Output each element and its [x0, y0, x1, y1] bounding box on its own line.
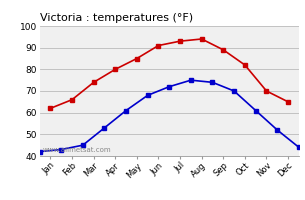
Text: www.allmetsat.com: www.allmetsat.com [42, 147, 111, 153]
Text: Victoria : temperatures (°F): Victoria : temperatures (°F) [40, 13, 193, 23]
